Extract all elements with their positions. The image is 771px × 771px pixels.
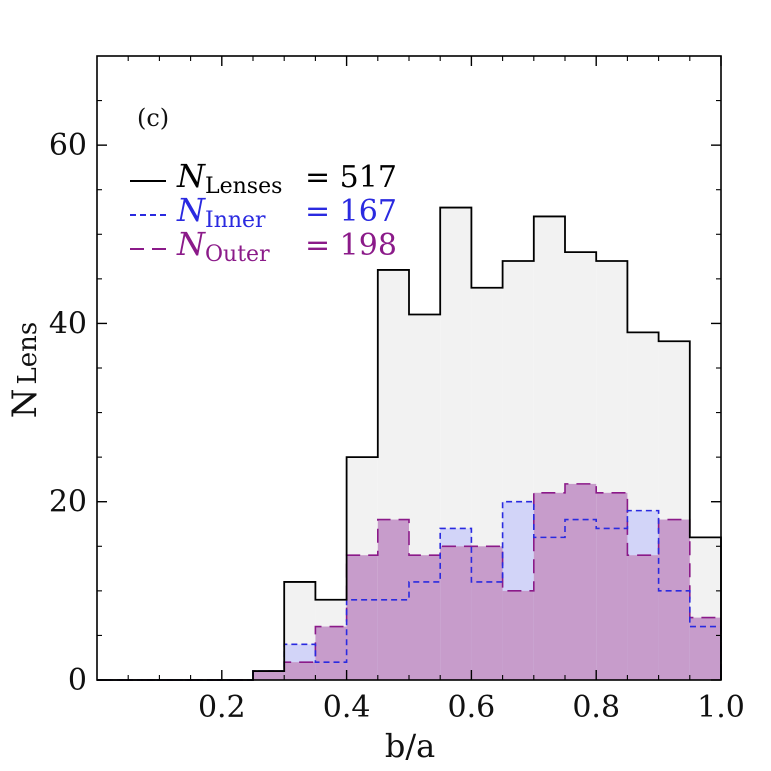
legend-value-outer: = 198 — [305, 228, 397, 263]
bar-outer-6 — [284, 662, 316, 680]
bar-outer-18 — [658, 519, 690, 680]
axis-tick-labels: 0.2 0.4 0.6 0.8 1.0 0 20 40 60 — [49, 128, 745, 725]
legend-value-inner: = 167 — [305, 194, 397, 229]
y-tick-label: 20 — [49, 485, 87, 520]
x-axis-title: b/a — [385, 727, 435, 765]
legend-label-lenses: NLenses — [176, 157, 282, 199]
bar-outer-10 — [409, 555, 441, 680]
bar-outer-14 — [533, 492, 565, 680]
bar-outer-5 — [253, 671, 285, 680]
y-tick-label: 60 — [49, 128, 87, 163]
axis-ticks — [97, 56, 722, 681]
bar-outer-19 — [689, 617, 721, 680]
y-axis-title-main: N — [5, 389, 45, 419]
legend: NLenses = 517 NInner = 167 NOuter = 198 — [130, 157, 397, 267]
histogram-outlines — [97, 206, 722, 681]
y-axis-title: N Lens — [5, 322, 45, 419]
y-tick-label: 40 — [49, 306, 87, 341]
x-tick-label: 0.8 — [572, 690, 620, 725]
bar-outer-17 — [627, 555, 659, 680]
legend-label-outer: NOuter — [176, 225, 270, 267]
histogram-fills — [253, 207, 721, 681]
bar-outer-11 — [440, 546, 472, 680]
legend-value-lenses: = 517 — [305, 160, 397, 195]
bar-outer-7 — [315, 626, 347, 680]
bar-outer-12 — [471, 546, 503, 680]
panel-label: (c) — [137, 104, 169, 132]
x-tick-label: 0.4 — [323, 690, 371, 725]
x-tick-label: 0.2 — [198, 690, 246, 725]
y-axis-title-sub: Lens — [13, 322, 43, 385]
legend-label-inner: NInner — [176, 191, 266, 233]
y-tick-label: 0 — [68, 663, 87, 698]
bar-outer-16 — [596, 492, 628, 680]
bar-outer-8 — [346, 555, 378, 680]
x-tick-label: 1.0 — [697, 690, 745, 725]
outline-lenses — [97, 206, 722, 681]
bar-outer-13 — [502, 590, 534, 680]
x-tick-label: 0.6 — [448, 690, 496, 725]
bar-outer-15 — [565, 483, 597, 680]
